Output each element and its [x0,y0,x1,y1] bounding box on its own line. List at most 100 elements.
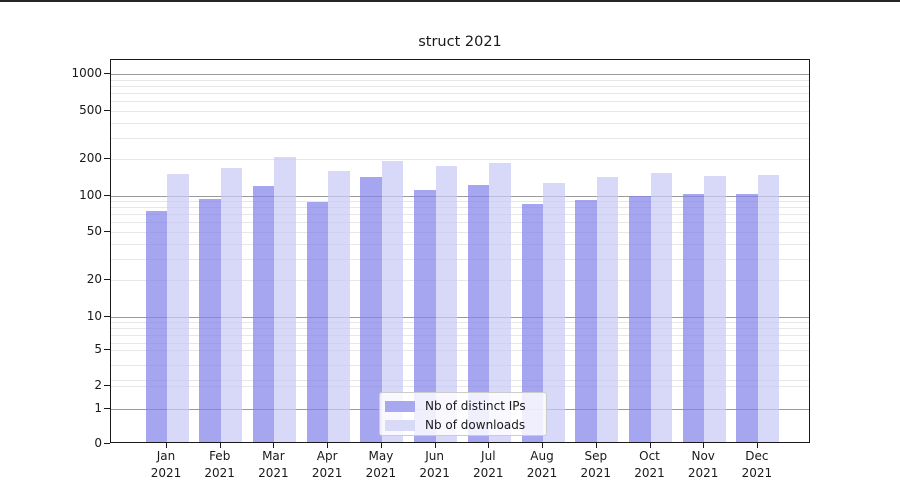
x-tick-month: May [368,449,394,463]
x-tick-month: Feb [209,449,231,463]
bar-downloads-jun [435,166,458,442]
x-tick-year: 2021 [258,465,289,480]
y-tick-label-10: 10 [86,308,102,323]
x-tick-year: 2021 [687,465,719,480]
legend-label-distinct-ips: Nb of distinct IPs [425,399,526,413]
x-tick-label-mar: Mar 2021 [245,448,301,481]
y-tick-mark [104,158,110,159]
x-tick-mark [488,443,490,448]
y-gridline-minor [111,86,809,87]
plot-area: Nb of distinct IPs Nb of downloads [110,59,810,443]
y-tick-label-5: 5 [94,341,102,356]
y-gridline-minor [111,207,809,209]
bar-distinct-ips-may [360,177,382,442]
bar-downloads-may [381,161,404,442]
x-tick-month: Jun [425,449,444,463]
y-gridline-minor [111,79,809,81]
y-tick-label-1000: 1000 [71,66,102,80]
bar-distinct-ips-sep [575,200,597,442]
y-tick-label-20: 20 [86,272,102,286]
x-tick-month: Dec [745,449,769,463]
x-tick-month: Jan [156,449,176,463]
y-gridline-minor [111,122,809,124]
x-tick-mark [595,443,597,448]
y-gridline-1000 [111,74,809,75]
bar-distinct-ips-jul [467,185,490,442]
y-tick-mark [104,231,110,232]
y-gridline-minor [111,243,809,245]
y-gridline-20 [111,280,809,281]
y-tick-label-200: 200 [79,151,102,165]
x-tick-label-apr: Apr 2021 [299,448,355,481]
x-tick-label-nov: Nov 2021 [675,448,731,481]
chart-title: struct 2021 [418,34,502,50]
y-tick-mark [104,73,110,74]
x-tick-mark [327,443,329,448]
y-gridline-minor [111,222,809,224]
x-tick-month: Oct [639,449,660,463]
y-gridline-10 [111,316,809,318]
bar-downloads-aug [543,183,565,442]
x-tick-mark [542,443,543,448]
y-gridline-minor [111,93,809,94]
y-gridline-50 [111,232,809,233]
y-gridline-2 [111,386,809,387]
y-tick-mark [104,315,110,317]
y-gridline-minor [111,214,809,216]
legend-item-distinct-ips: Nb of distinct IPs [385,397,546,415]
bar-downloads-mar [274,157,296,442]
x-tick-label-dec: Dec 2021 [729,448,785,481]
y-gridline-minor [111,379,809,381]
x-tick-label-sep: Sep 2021 [568,448,624,481]
x-tick-mark [649,443,651,448]
x-tick-mark [703,443,705,448]
bar-downloads-dec [757,175,780,442]
y-gridline-minor [111,137,809,139]
bar-distinct-ips-mar [252,185,275,442]
x-tick-label-aug: Aug 2021 [514,448,570,481]
x-tick-mark [166,443,167,448]
y-tick-label-100: 100 [79,187,102,202]
y-gridline-minor [111,335,809,337]
bar-downloads-feb [220,168,243,442]
bar-downloads-nov [704,175,726,442]
y-tick-mark [104,348,110,350]
y-gridline-minor [111,328,809,330]
bar-downloads-oct [650,172,672,442]
y-tick-label-1: 1 [94,400,102,415]
x-tick-year: 2021 [204,465,235,480]
x-tick-mark [273,443,275,448]
y-gridline-minor [111,101,809,103]
legend: Nb of distinct IPs Nb of downloads [379,392,547,436]
x-tick-label-may: May 2021 [353,448,409,481]
bar-downloads-jan [167,173,189,442]
x-tick-mark [756,443,758,448]
x-tick-year: 2021 [419,465,450,480]
x-tick-year: 2021 [526,465,558,480]
y-gridline-minor [111,201,809,203]
y-tick-label-2: 2 [94,378,102,392]
y-gridline-500 [111,111,809,112]
legend-swatch-downloads [385,419,415,431]
bar-distinct-ips-jun [414,189,436,442]
y-tick-mark [104,110,110,111]
x-tick-label-jul: Jul 2021 [460,448,516,481]
y-gridline-5 [111,349,809,351]
x-tick-year: 2021 [634,465,665,480]
x-tick-year: 2021 [580,465,612,480]
window-top-edge [0,0,900,2]
x-tick-year: 2021 [473,465,504,480]
y-tick-mark [104,443,110,444]
legend-label-downloads: Nb of downloads [425,418,526,432]
y-tick-mark [104,407,110,409]
x-tick-year: 2021 [741,465,773,480]
x-tick-month: Apr [316,449,338,463]
x-tick-label-oct: Oct 2021 [622,448,678,481]
x-tick-month: Sep [584,449,608,463]
y-gridline-minor [111,343,809,345]
bar-distinct-ips-oct [629,195,651,442]
y-gridline-minor [111,322,809,324]
x-tick-label-jun: Jun 2021 [407,448,463,481]
bar-downloads-apr [328,171,350,442]
x-tick-mark [380,443,382,448]
